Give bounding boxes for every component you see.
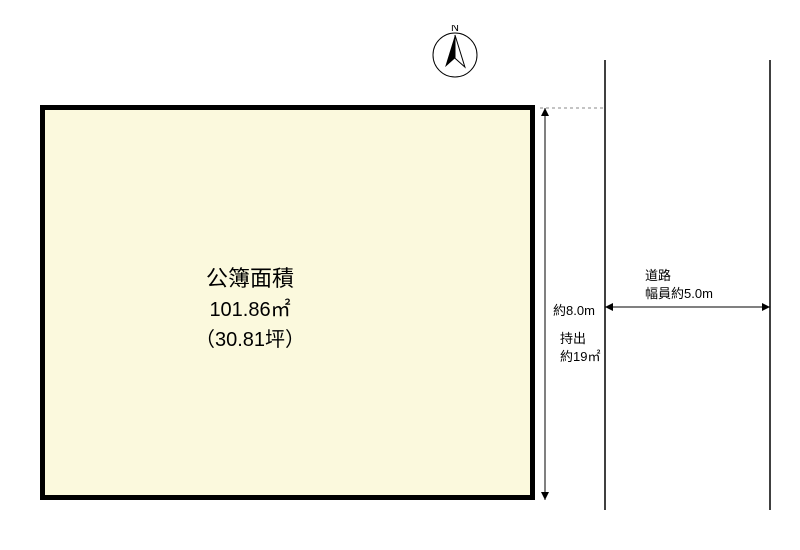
road-line1: 道路 (645, 267, 713, 285)
road-line2: 幅員約5.0m (645, 285, 713, 303)
road-label: 道路 幅員約5.0m (645, 267, 713, 303)
